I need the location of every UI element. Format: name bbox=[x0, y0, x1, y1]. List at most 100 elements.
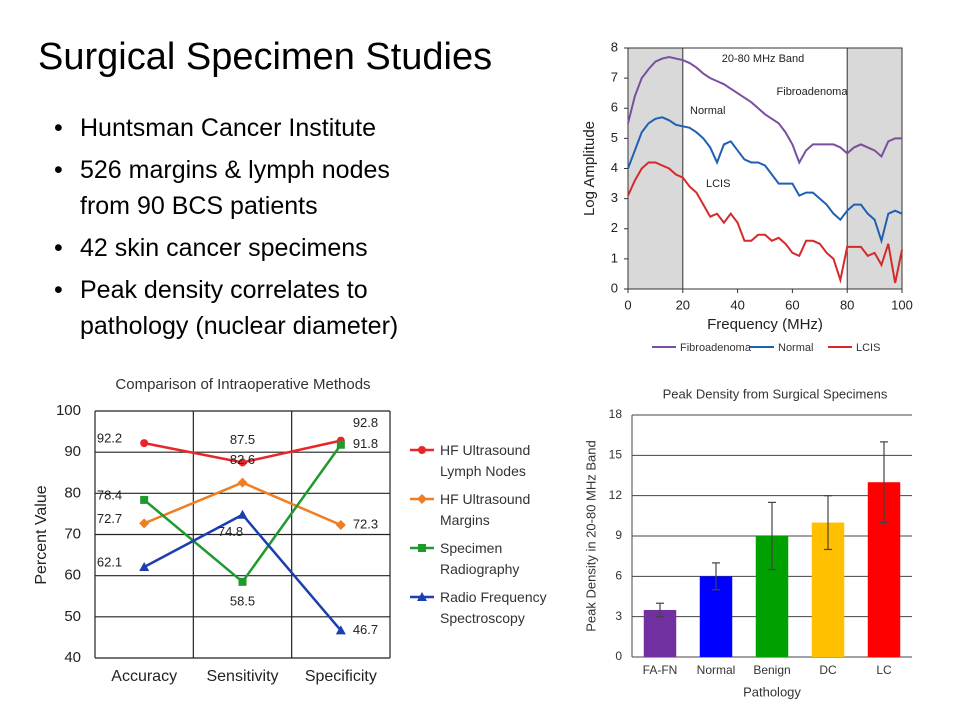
x-tick-label: DC bbox=[819, 663, 837, 677]
bar bbox=[643, 609, 677, 657]
legend-swatch bbox=[410, 494, 434, 504]
x-tick-label: LC bbox=[876, 663, 892, 677]
y-tick-label: 7 bbox=[611, 70, 618, 85]
y-tick-label: 0 bbox=[611, 280, 618, 295]
x-axis-label: Pathology bbox=[743, 684, 801, 699]
x-tick-label: 100 bbox=[891, 297, 913, 312]
bullet-text: 526 margins & lymph nodes bbox=[80, 156, 390, 184]
marker bbox=[418, 446, 426, 454]
value-label: 92.2 bbox=[97, 431, 122, 446]
legend-label: HF Ultrasound Margins bbox=[440, 491, 531, 528]
y-tick-label: 12 bbox=[609, 488, 623, 502]
slide-title: Surgical Specimen Studies bbox=[38, 36, 493, 78]
bullet-dot: • bbox=[54, 234, 63, 262]
bullet-list: • Huntsman Cancer Institute • 526 margins &… bbox=[52, 110, 398, 350]
marker bbox=[417, 592, 427, 601]
x-axis-label: Frequency (MHz) bbox=[707, 316, 823, 333]
bullet-text: Huntsman Cancer Institute bbox=[80, 114, 376, 142]
value-label: 87.5 bbox=[230, 432, 255, 447]
bullet: • 42 skin cancer specimens bbox=[52, 230, 398, 266]
legend-swatch bbox=[410, 592, 434, 601]
legend-label: Specimen Radiography bbox=[440, 540, 520, 577]
error-bar bbox=[656, 602, 664, 618]
error-bar bbox=[824, 495, 832, 551]
y-axis-label: Peak Density in 20-80 MHz Band bbox=[583, 440, 598, 631]
y-tick-label: 18 bbox=[609, 407, 623, 421]
value-label: 78.4 bbox=[97, 487, 122, 502]
marker bbox=[237, 477, 248, 488]
y-tick-label: 90 bbox=[64, 443, 81, 460]
y-tick-label: 60 bbox=[64, 567, 81, 584]
marker bbox=[237, 509, 248, 519]
y-tick-label: 0 bbox=[615, 649, 622, 663]
y-tick-label: 80 bbox=[64, 484, 81, 501]
y-tick-label: 9 bbox=[615, 528, 622, 542]
y-tick-label: 2 bbox=[611, 220, 618, 235]
y-tick-label: 1 bbox=[611, 250, 618, 265]
x-tick-label: FA-FN bbox=[643, 663, 678, 677]
bullet-dot: • bbox=[54, 276, 63, 304]
chart-title: Peak Density from Surgical Specimens bbox=[663, 386, 888, 401]
y-tick-label: 100 bbox=[56, 402, 81, 419]
value-label: 74.8 bbox=[218, 524, 243, 539]
y-tick-label: 40 bbox=[64, 649, 81, 666]
legend-label: HF Ultrasound Lymph Nodes bbox=[440, 442, 531, 479]
marker bbox=[418, 544, 426, 552]
marker bbox=[336, 440, 345, 449]
series-line bbox=[627, 56, 902, 165]
y-tick-label: 5 bbox=[611, 130, 618, 145]
value-label: 91.8 bbox=[353, 436, 378, 451]
value-label: 92.8 bbox=[353, 415, 378, 430]
x-tick-label: Normal bbox=[697, 663, 736, 677]
annotation: Normal bbox=[690, 105, 725, 117]
legend-item: Radio Frequency Spectroscopy bbox=[410, 587, 560, 636]
y-tick-label: 50 bbox=[64, 608, 81, 625]
value-label: 72.3 bbox=[353, 516, 378, 531]
legend-swatch bbox=[410, 446, 434, 454]
marker bbox=[335, 520, 346, 531]
value-label: 46.7 bbox=[353, 622, 378, 637]
x-tick-label: Benign bbox=[753, 663, 790, 677]
x-tick-label: Specificity bbox=[305, 668, 377, 685]
y-tick-label: 15 bbox=[609, 448, 623, 462]
x-tick-label: 20 bbox=[676, 297, 690, 312]
annotation: LCIS bbox=[706, 178, 730, 190]
error-bar bbox=[880, 441, 888, 524]
y-tick-label: 70 bbox=[64, 525, 81, 542]
marker bbox=[139, 562, 150, 572]
error-bar bbox=[768, 501, 776, 571]
bullet: • Huntsman Cancer Institute bbox=[52, 110, 398, 146]
legend-item: Specimen Radiography bbox=[410, 538, 560, 587]
bullet-text: pathology (nuclear diameter) bbox=[80, 312, 399, 340]
bullet: • Peak density correlates to pathology (nu… bbox=[52, 272, 398, 344]
legend-item: HF Ultrasound Lymph Nodes bbox=[410, 440, 560, 489]
value-label: 58.5 bbox=[230, 593, 255, 608]
marker bbox=[417, 494, 427, 504]
bullet-dot: • bbox=[54, 114, 63, 142]
value-label: 72.7 bbox=[97, 511, 122, 526]
legend-label: Normal bbox=[778, 342, 813, 354]
y-axis-label: Percent Value bbox=[33, 485, 50, 584]
x-tick-label: 60 bbox=[785, 297, 799, 312]
marker bbox=[140, 495, 149, 504]
y-tick-label: 4 bbox=[611, 160, 618, 175]
bullet-dot: • bbox=[54, 156, 63, 184]
y-axis-label: Log Amplitude bbox=[581, 121, 598, 216]
marker bbox=[140, 439, 149, 448]
y-tick-label: 6 bbox=[611, 100, 618, 115]
y-tick-label: 3 bbox=[615, 609, 622, 623]
legend: HF Ultrasound Lymph Nodes HF Ultrasound M… bbox=[410, 440, 560, 636]
series-line bbox=[627, 116, 903, 245]
series-line bbox=[627, 161, 903, 284]
marker bbox=[238, 458, 247, 467]
value-label: 82.6 bbox=[230, 452, 255, 467]
chart-title: Comparison of Intraoperative Methods bbox=[115, 376, 370, 393]
bullet-text: 42 skin cancer specimens bbox=[80, 234, 368, 262]
bullet-text: Peak density correlates to bbox=[80, 276, 368, 304]
marker bbox=[139, 518, 150, 529]
error-bar bbox=[712, 562, 720, 591]
shaded-band bbox=[627, 47, 684, 290]
bullet: • 526 margins & lymph nodes from 90 BCS pa… bbox=[52, 152, 398, 224]
marker bbox=[238, 577, 247, 586]
